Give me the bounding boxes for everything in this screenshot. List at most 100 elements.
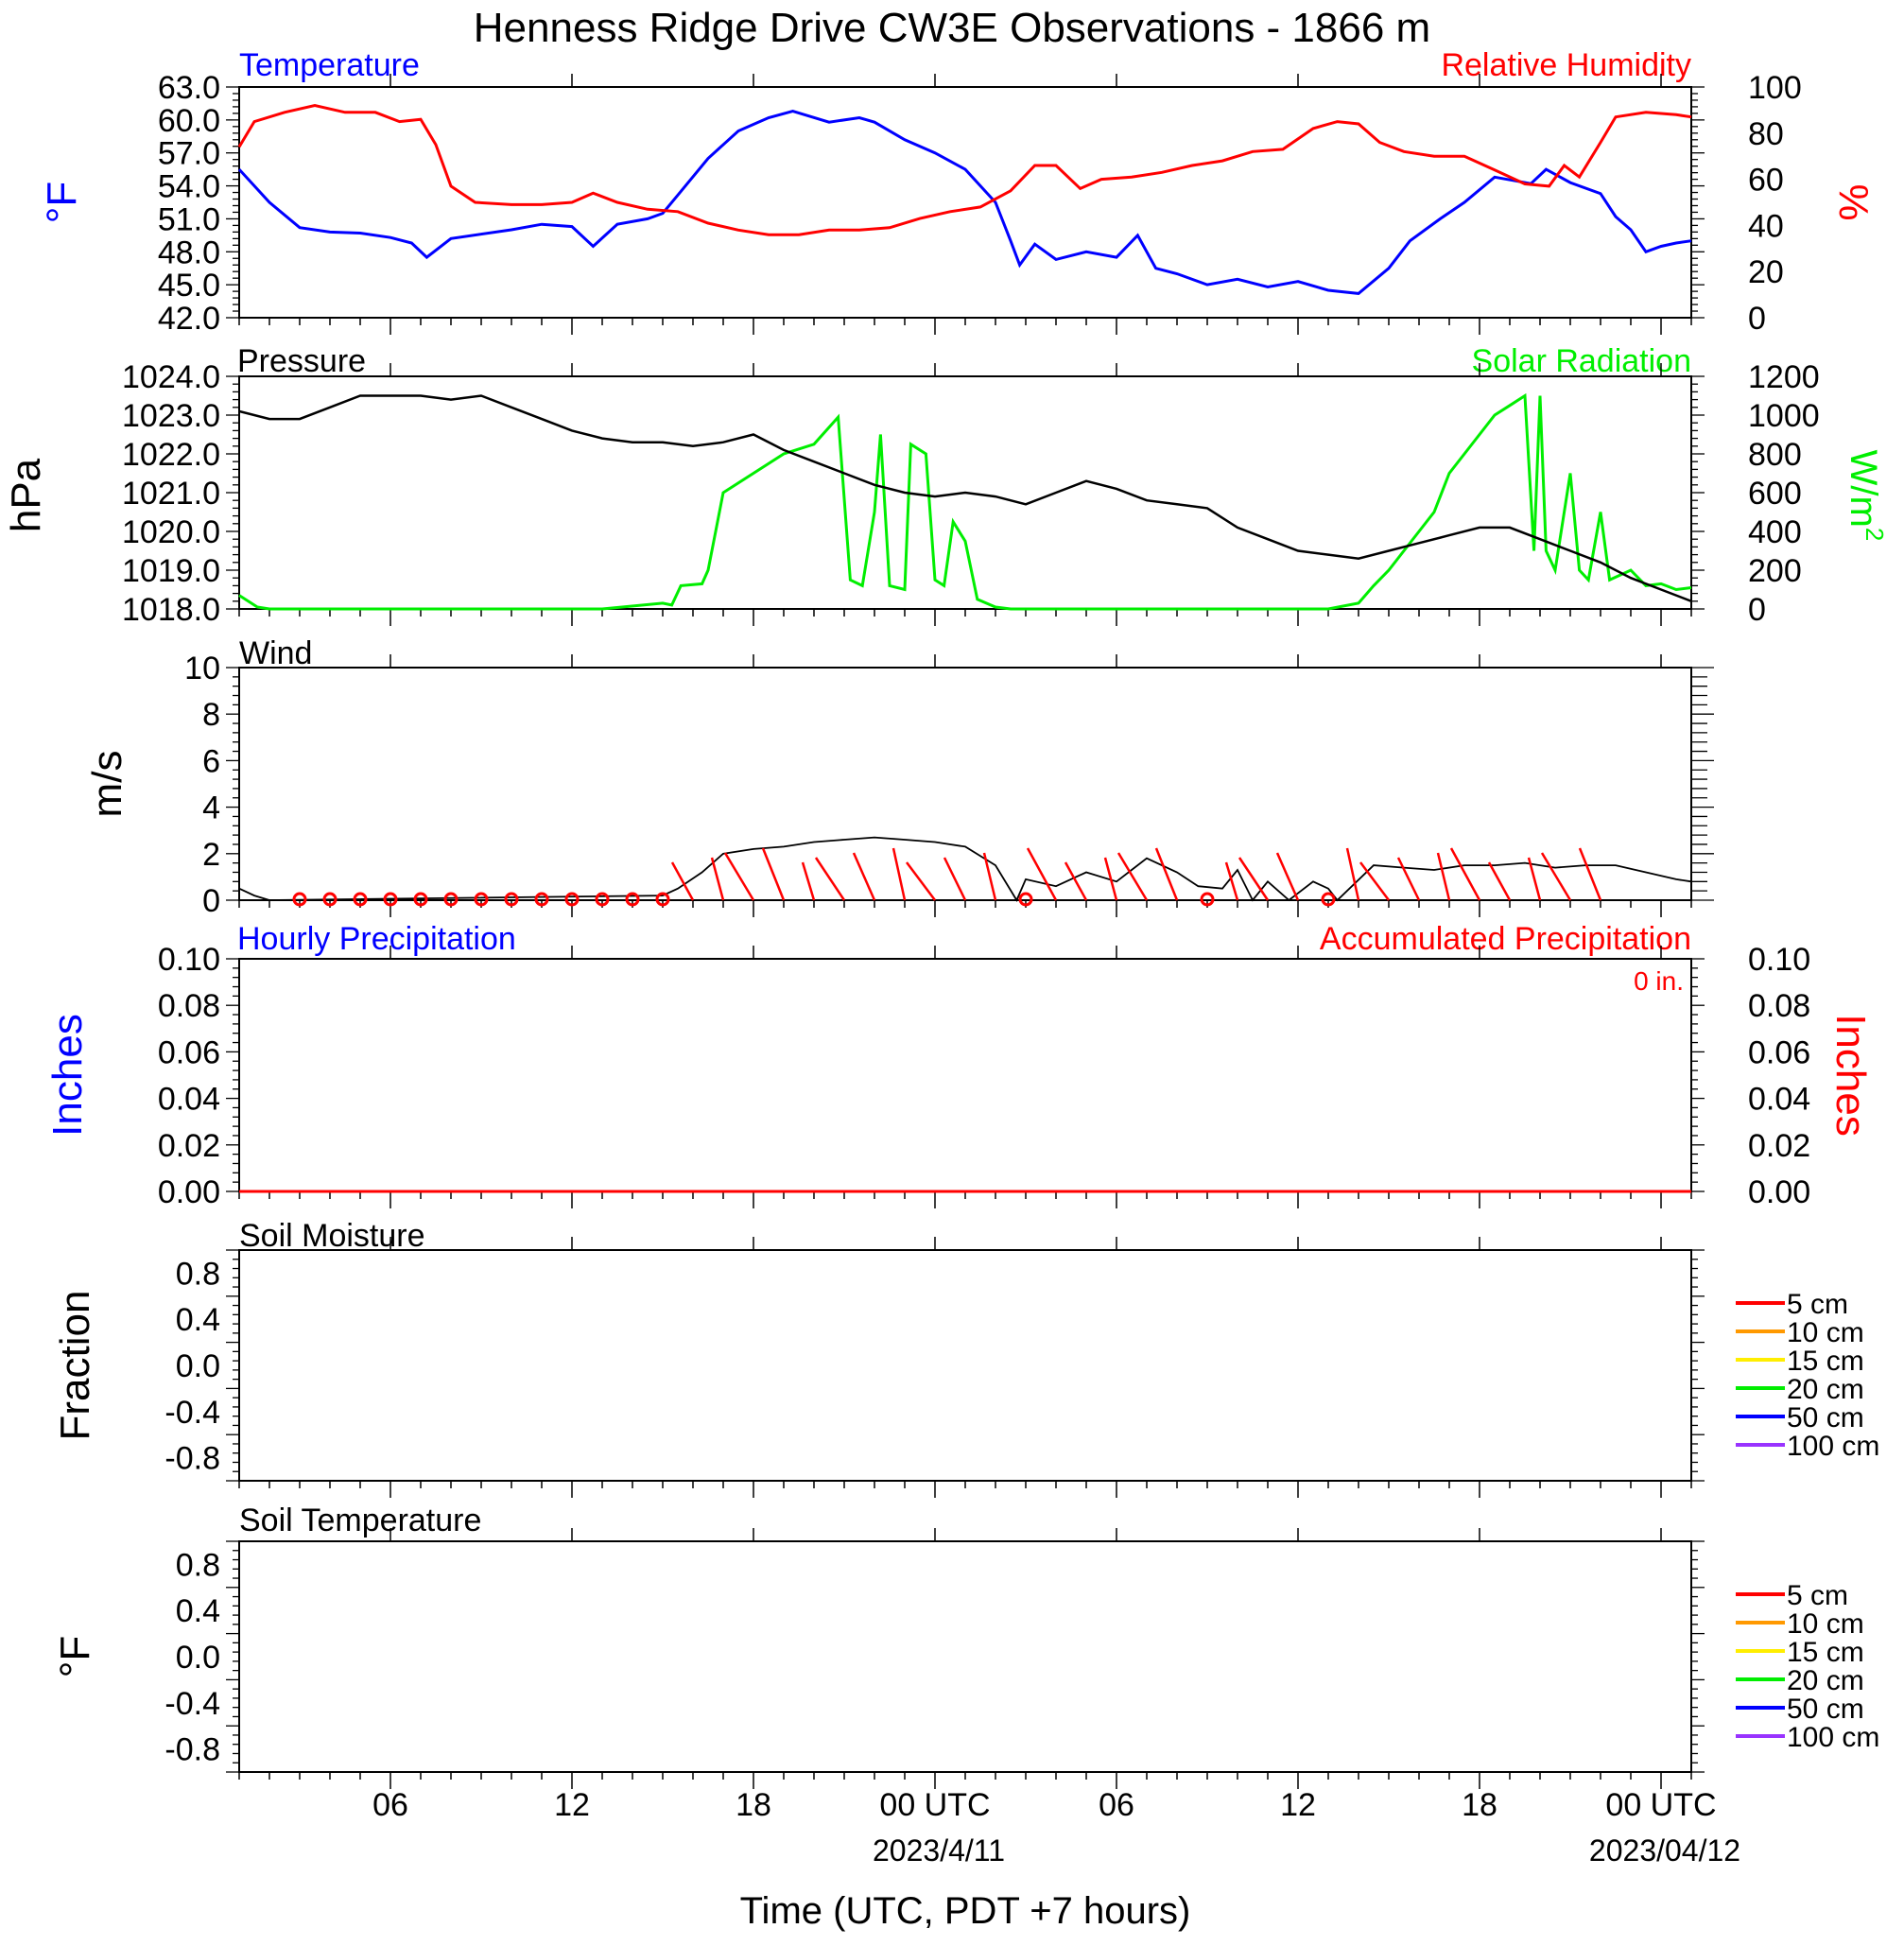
left-tick-label: 1021.0 <box>122 476 220 512</box>
wind-barb <box>1103 857 1118 901</box>
legend-label: 5 cm <box>1787 1289 1848 1320</box>
hourly-precip-ylabel: Inches <box>44 1014 91 1137</box>
wind-barbs <box>670 847 1602 901</box>
right-tick-label: 1000 <box>1748 398 1820 434</box>
panel-frame <box>238 958 1692 1192</box>
left-tick-label: 1024.0 <box>122 359 220 395</box>
right-tick-label: 0.04 <box>1748 1082 1810 1118</box>
temperature-humidity-panel: Temperature Relative Humidity °F % 63.06… <box>39 47 1877 337</box>
calm-marker <box>383 892 398 907</box>
legend-label: 50 cm <box>1787 1402 1864 1433</box>
calm-marker <box>655 892 670 907</box>
right-tick-label: 0 <box>1748 592 1766 628</box>
left-tick-label: -0.4 <box>164 1395 220 1431</box>
legend-label: 10 cm <box>1787 1317 1864 1348</box>
accum-precip-annotation: 0 in. <box>1634 966 1684 996</box>
right-tick-label: 0 <box>1748 301 1766 337</box>
left-tick-label: 1018.0 <box>122 592 220 628</box>
x-axis-label: Time (UTC, PDT +7 hours) <box>740 1890 1191 1932</box>
left-tick-label: 0.00 <box>158 1174 220 1210</box>
left-tick-label: 0.08 <box>158 988 220 1024</box>
accum-precip-ylabel: Inches <box>1827 1014 1874 1137</box>
wind-barb <box>670 861 695 901</box>
wind-barb <box>723 852 755 901</box>
right-tick-label: 200 <box>1748 553 1802 589</box>
left-tick-label: 0.4 <box>176 1302 220 1338</box>
wind-barb <box>852 852 876 901</box>
wind-barb <box>1578 847 1602 901</box>
humidity-title: Relative Humidity <box>1441 47 1691 83</box>
soil-moisture-title: Soil Moisture <box>239 1218 425 1254</box>
x-tick-label: 12 <box>1280 1787 1316 1823</box>
left-tick-label: 57.0 <box>158 136 220 172</box>
precip-tick-labels-right: 0.10 0.08 0.06 0.04 0.02 0.00 <box>1748 942 1810 1210</box>
legend-label: 50 cm <box>1787 1694 1864 1725</box>
legend-label: 15 cm <box>1787 1346 1864 1377</box>
right-tick-label: 600 <box>1748 476 1802 512</box>
wind-barb <box>906 861 936 901</box>
right-tick-label: 800 <box>1748 437 1802 473</box>
left-tick-label: 0 <box>202 883 220 919</box>
x-tick-label: 00 UTC <box>1605 1787 1716 1823</box>
pressure-tick-labels: 1024.01023.01022.01021.01020.01019.01018… <box>122 359 220 628</box>
panel-tickmarks <box>226 74 1705 335</box>
left-tick-label: 1019.0 <box>122 553 220 589</box>
pressure-series-line <box>238 394 1692 602</box>
legend-label: 20 cm <box>1787 1374 1864 1405</box>
solar-title: Solar Radiation <box>1472 343 1691 379</box>
soil-moisture-panel: Soil Moisture Fraction 0.8 0.4 0.0 -0.4 -0.8… <box>52 1218 1879 1498</box>
pressure-ylabel: hPa <box>3 458 49 532</box>
calm-marker <box>353 892 368 907</box>
left-tick-label: -0.8 <box>164 1732 220 1768</box>
wind-barb <box>982 852 997 901</box>
calm-marker <box>564 892 580 907</box>
left-tick-label: 0.0 <box>176 1348 220 1384</box>
left-tick-label: 60.0 <box>158 103 220 139</box>
left-tick-label: 51.0 <box>158 201 220 237</box>
pressure-solar-panel: Pressure Solar Radiation hPa W/m2 1024.0… <box>3 343 1889 628</box>
soil-moisture-ylabel: Fraction <box>52 1291 98 1441</box>
wind-barb <box>761 847 786 901</box>
legend-label: 100 cm <box>1787 1722 1879 1753</box>
x-tick-label: 12 <box>554 1787 590 1823</box>
wind-barb <box>1238 857 1270 901</box>
date-label-2: 2023/04/12 <box>1589 1833 1740 1868</box>
soil-moisture-tick-labels: 0.8 0.4 0.0 -0.4 -0.8 <box>164 1256 220 1476</box>
date-label-1: 2023/4/11 <box>873 1833 1005 1868</box>
calm-marker <box>1200 892 1215 907</box>
calm-marker <box>534 892 549 907</box>
right-tick-label: 400 <box>1748 514 1802 550</box>
temperature-title: Temperature <box>239 47 420 83</box>
calm-marker <box>474 892 489 907</box>
right-tick-label: 0.00 <box>1748 1174 1810 1210</box>
left-tick-label: 0.4 <box>176 1593 220 1629</box>
left-tick-label: 0.02 <box>158 1128 220 1164</box>
humidity-tick-labels: 100 80 60 40 20 0 <box>1748 70 1802 337</box>
legend-label: 100 cm <box>1787 1431 1879 1462</box>
wind-barb <box>1487 861 1512 901</box>
calm-marker <box>322 892 338 907</box>
legend-label: 10 cm <box>1787 1608 1864 1640</box>
wind-title: Wind <box>239 635 312 671</box>
left-tick-label: 1020.0 <box>122 514 220 550</box>
right-tick-label: 0.10 <box>1748 942 1810 978</box>
left-tick-label: 0.0 <box>176 1640 220 1676</box>
wind-barb <box>1026 847 1058 901</box>
calm-marker <box>292 892 307 907</box>
wind-panel: Wind m/s 10 8 6 4 2 0 <box>84 635 1714 919</box>
wind-barb <box>1540 852 1572 901</box>
panel-tickmarks <box>226 363 1705 626</box>
left-tick-label: 10 <box>184 651 220 686</box>
right-tick-label: 0.06 <box>1748 1034 1810 1070</box>
legend-label: 15 cm <box>1787 1637 1864 1668</box>
right-tick-label: 60 <box>1748 163 1784 199</box>
temperature-tick-labels: 63.060.057.054.051.048.045.042.0 <box>158 70 220 337</box>
humidity-ylabel: % <box>1830 183 1877 220</box>
soil-temperature-title: Soil Temperature <box>239 1503 481 1538</box>
accum-precip-title: Accumulated Precipitation <box>1320 921 1691 957</box>
right-tick-label: 100 <box>1748 70 1802 106</box>
wind-barb <box>814 857 846 901</box>
